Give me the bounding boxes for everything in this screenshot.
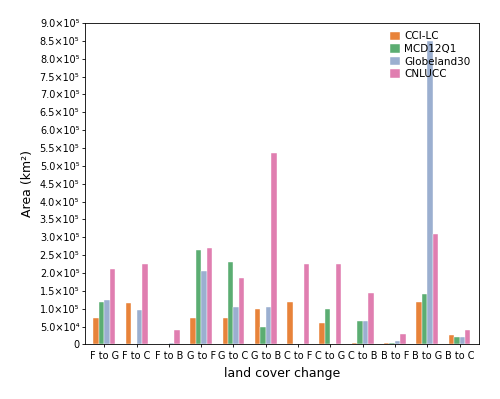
Bar	[94, 318, 99, 344]
Bar	[190, 318, 196, 344]
Bar	[234, 307, 239, 344]
X-axis label: land cover change: land cover change	[224, 367, 340, 380]
Bar	[427, 41, 432, 344]
Bar	[255, 309, 260, 344]
Bar	[320, 323, 325, 344]
Bar	[448, 336, 454, 344]
Bar	[272, 153, 277, 344]
Bar	[432, 234, 438, 344]
Bar	[196, 250, 201, 344]
Bar	[136, 310, 142, 344]
Bar	[325, 309, 330, 344]
Bar	[400, 334, 406, 344]
Bar	[352, 343, 357, 344]
Bar	[104, 300, 110, 344]
Bar	[395, 341, 400, 344]
Bar	[287, 302, 292, 344]
Bar	[201, 271, 206, 344]
Bar	[465, 330, 470, 344]
Bar	[460, 337, 465, 344]
Bar	[422, 294, 427, 344]
Bar	[222, 318, 228, 344]
Bar	[206, 248, 212, 344]
Bar	[368, 292, 374, 344]
Bar	[142, 264, 148, 344]
Bar	[304, 264, 309, 344]
Bar	[336, 264, 342, 344]
Bar	[390, 343, 395, 344]
Bar	[228, 262, 234, 344]
Bar	[266, 307, 272, 344]
Bar	[174, 330, 180, 344]
Bar	[384, 343, 390, 344]
Bar	[239, 279, 244, 344]
Bar	[99, 302, 104, 344]
Bar	[357, 321, 362, 344]
Legend: CCI-LC, MCD12Q1, Globeland30, CNLUCC: CCI-LC, MCD12Q1, Globeland30, CNLUCC	[386, 28, 474, 82]
Bar	[416, 302, 422, 344]
Bar	[260, 326, 266, 344]
Bar	[169, 343, 174, 344]
Bar	[126, 303, 131, 344]
Bar	[454, 337, 460, 344]
Bar	[362, 321, 368, 344]
Bar	[110, 269, 116, 344]
Y-axis label: Area (km²): Area (km²)	[21, 150, 34, 217]
